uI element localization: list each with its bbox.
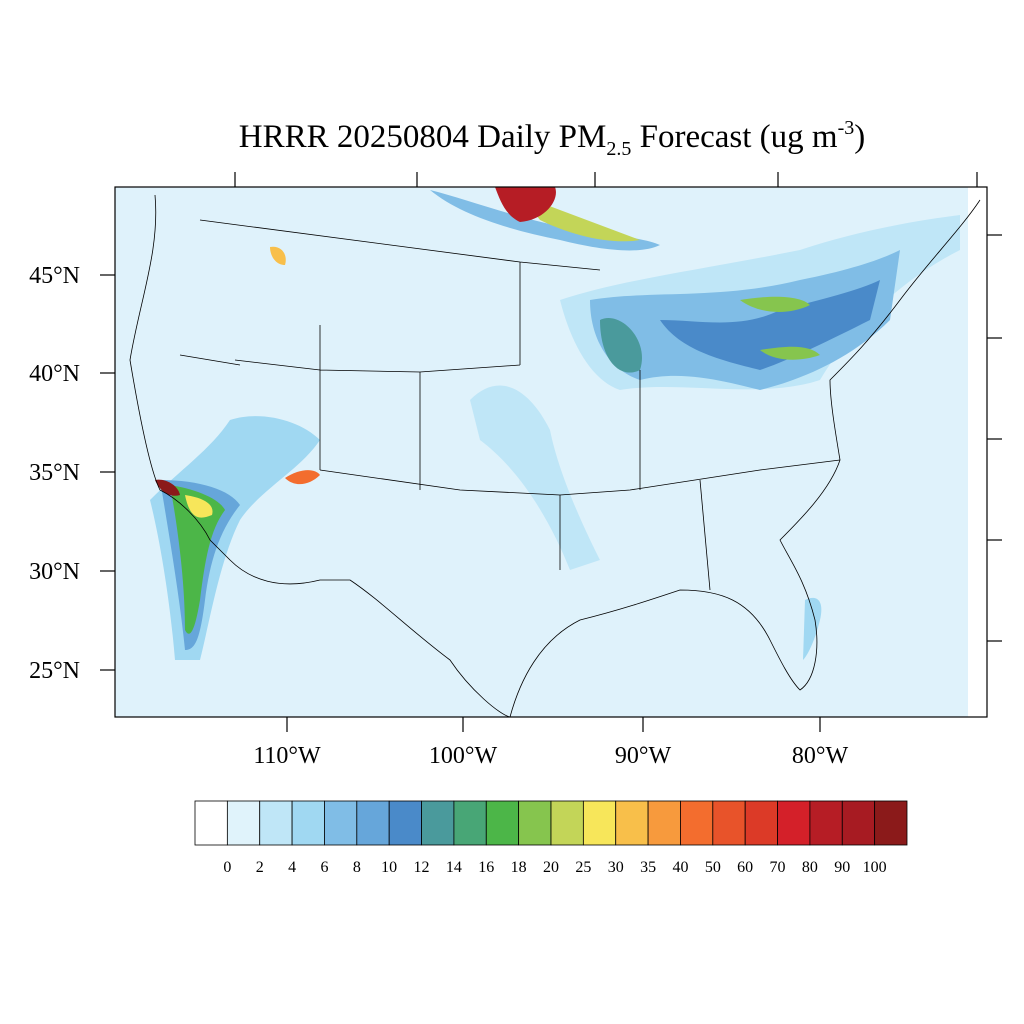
title: HRRR 20250804 Daily PM2.5 Forecast (ug m…: [239, 117, 866, 160]
colorbar-label: 40: [672, 859, 688, 876]
colorbar-label: 60: [737, 859, 753, 876]
colorbar-swatch: [615, 800, 649, 846]
title-text: ): [854, 119, 865, 155]
colorbar-label: 14: [446, 859, 462, 876]
colorbar-label: 80: [802, 859, 818, 876]
colorbar-swatch: [194, 800, 228, 846]
lat-label: 25°N: [29, 658, 80, 684]
lon-label: 110°W: [253, 743, 321, 769]
colorbar-swatch: [324, 800, 358, 846]
colorbar-label: 25: [575, 859, 591, 876]
lat-label: 40°N: [29, 361, 80, 387]
colorbar-label: 70: [770, 859, 786, 876]
colorbar-swatch: [712, 800, 746, 846]
title-text: Forecast (ug m: [631, 119, 838, 155]
colorbar-swatch: [518, 800, 552, 846]
lon-label: 90°W: [615, 743, 672, 769]
colorbar-label: 30: [608, 859, 624, 876]
colorbar-label: 16: [478, 859, 494, 876]
colorbar-label: 90: [834, 859, 850, 876]
colorbar-swatch: [874, 800, 908, 846]
lat-label: 30°N: [29, 559, 80, 585]
colorbar-swatch: [680, 800, 714, 846]
lat-label: 45°N: [29, 263, 80, 289]
colorbar-label: 6: [320, 859, 328, 876]
colorbar-swatch: [356, 800, 390, 846]
colorbar-swatch: [485, 800, 520, 846]
colorbar-label: 50: [705, 859, 721, 876]
colorbar-label: 35: [640, 859, 656, 876]
colorbar-swatch: [777, 800, 811, 846]
colorbar-swatch: [582, 800, 617, 846]
lon-label: 80°W: [792, 743, 849, 769]
pollution-plumes: [150, 187, 960, 660]
colorbar-label: 0: [223, 859, 231, 876]
colorbar-label: 8: [353, 859, 361, 876]
colorbar-label: 10: [381, 859, 397, 876]
map-ticks: [100, 172, 1002, 732]
colorbar-label: 18: [511, 859, 527, 876]
colorbar-swatch: [809, 800, 843, 846]
colorbar-swatch: [388, 800, 422, 846]
colorbar-swatch: [744, 800, 778, 846]
title-superscript: -3: [838, 117, 855, 139]
colorbar-swatch: [550, 800, 584, 846]
lat-label: 35°N: [29, 460, 80, 486]
colorbar-swatch: [291, 800, 325, 846]
colorbar-swatch: [841, 800, 876, 846]
title-text: HRRR 20250804 Daily PM: [239, 119, 607, 155]
colorbar-label: 2: [256, 859, 264, 876]
title-subscript: 2.5: [606, 138, 631, 160]
colorbar-label: 20: [543, 859, 559, 876]
colorbar-swatch: [259, 800, 293, 846]
boundaries: [129, 194, 981, 717]
colorbar-swatch: [453, 800, 487, 846]
colorbar-swatch: [226, 800, 261, 846]
colorbar-swatch: [647, 800, 681, 846]
map-area: [115, 187, 987, 717]
colorbar-label: 12: [414, 859, 430, 876]
colorbar-label: 100: [863, 859, 887, 876]
lon-label: 100°W: [429, 743, 498, 769]
no-data-strip: [968, 187, 987, 717]
colorbar-swatch: [421, 800, 455, 846]
colorbar-label: 4: [288, 859, 296, 876]
map-frame: [114, 186, 988, 718]
